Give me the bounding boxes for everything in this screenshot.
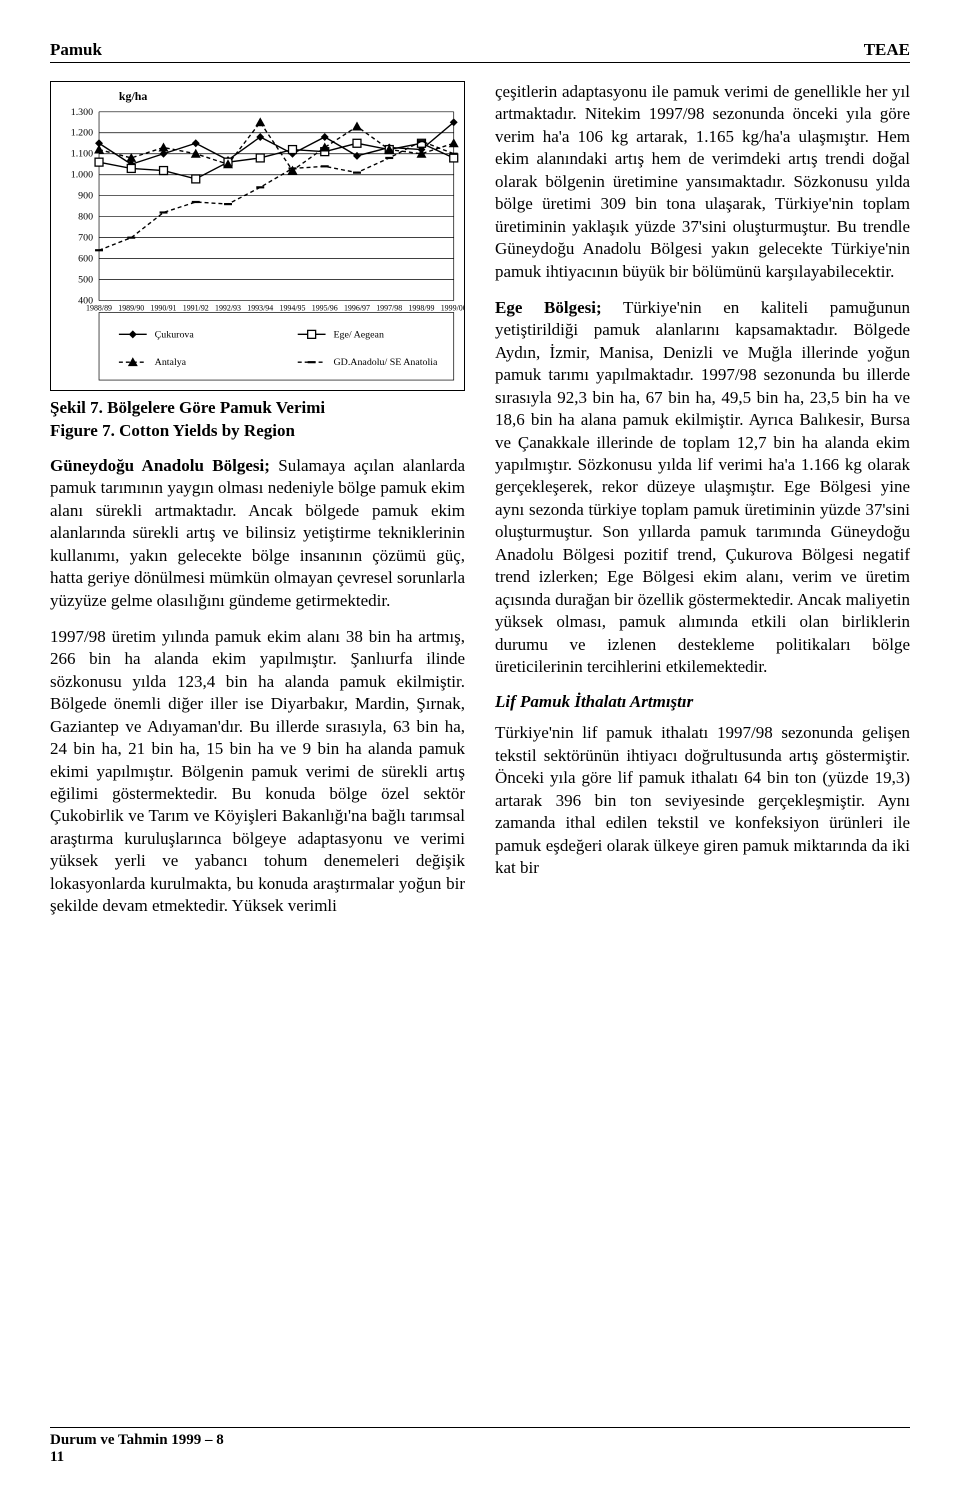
left-para-1: Güneydoğu Anadolu Bölgesi; Sulamaya açıl… (50, 455, 465, 612)
svg-text:1.200: 1.200 (71, 128, 93, 139)
svg-text:GD.Anadolu/ SE Anatolia: GD.Anadolu/ SE Anatolia (334, 357, 438, 368)
svg-text:1994/95: 1994/95 (279, 304, 305, 313)
svg-text:1993/94: 1993/94 (247, 304, 273, 313)
lead-bold-right: Ege Bölgesi; (495, 298, 602, 317)
page-header: Pamuk TEAE (50, 40, 910, 63)
svg-text:1988/89: 1988/89 (86, 304, 112, 313)
left-para-2: 1997/98 üretim yılında pamuk ekim alanı … (50, 626, 465, 918)
right-para-1: çeşitlerin adaptasyonu ile pamuk verimi … (495, 81, 910, 283)
right-para-2: Ege Bölgesi; Türkiye'nin en kaliteli pam… (495, 297, 910, 678)
header-right: TEAE (864, 40, 910, 60)
p1-body: Sulamaya açılan alanlarda pamuk tarımını… (50, 456, 465, 610)
svg-text:800: 800 (78, 212, 93, 223)
chart-container: 4005006007008009001.0001.1001.2001.300kg… (50, 81, 465, 391)
subheading: Lif Pamuk İthalatı Artmıştır (495, 692, 910, 712)
svg-text:900: 900 (78, 191, 93, 202)
footer-line-1: Durum ve Tahmin 1999 – 8 (50, 1432, 224, 1448)
svg-text:1990/91: 1990/91 (151, 304, 177, 313)
svg-text:1.000: 1.000 (71, 170, 93, 181)
page-footer: Durum ve Tahmin 1999 – 8 11 (50, 1427, 910, 1466)
svg-text:1.300: 1.300 (71, 107, 93, 118)
svg-text:kg/ha: kg/ha (119, 89, 148, 103)
right-column: çeşitlerin adaptasyonu ile pamuk verimi … (495, 81, 910, 932)
svg-text:1991/92: 1991/92 (183, 304, 209, 313)
caption-line-2: Figure 7. Cotton Yields by Region (50, 420, 465, 443)
figure-caption: Şekil 7. Bölgelere Göre Pamuk Verimi Fig… (50, 397, 465, 443)
header-left: Pamuk (50, 40, 102, 60)
svg-text:Çukurova: Çukurova (155, 329, 195, 340)
svg-text:1995/96: 1995/96 (312, 304, 338, 313)
lead-bold-left: Güneydoğu Anadolu Bölgesi; (50, 456, 270, 475)
right-para-3: Türkiye'nin lif pamuk ithalatı 1997/98 s… (495, 722, 910, 879)
content-columns: 4005006007008009001.0001.1001.2001.300kg… (50, 81, 910, 932)
svg-text:1998/99: 1998/99 (408, 304, 434, 313)
svg-text:600: 600 (78, 254, 93, 265)
svg-text:500: 500 (78, 275, 93, 286)
svg-text:1999/00: 1999/00 (441, 304, 464, 313)
left-column: 4005006007008009001.0001.1001.2001.300kg… (50, 81, 465, 932)
footer-line-2: 11 (50, 1449, 910, 1466)
p2-body: Türkiye'nin en kaliteli pamuğunun yetişt… (495, 298, 910, 676)
svg-text:Antalya: Antalya (155, 357, 187, 368)
svg-text:Ege/ Aegean: Ege/ Aegean (334, 329, 384, 340)
svg-text:1989/90: 1989/90 (118, 304, 144, 313)
svg-text:1996/97: 1996/97 (344, 304, 370, 313)
caption-line-1: Şekil 7. Bölgelere Göre Pamuk Verimi (50, 397, 465, 420)
svg-text:1997/98: 1997/98 (376, 304, 402, 313)
svg-text:1.100: 1.100 (71, 149, 93, 160)
line-chart: 4005006007008009001.0001.1001.2001.300kg… (51, 82, 464, 390)
svg-text:700: 700 (78, 233, 93, 244)
svg-text:1992/93: 1992/93 (215, 304, 241, 313)
